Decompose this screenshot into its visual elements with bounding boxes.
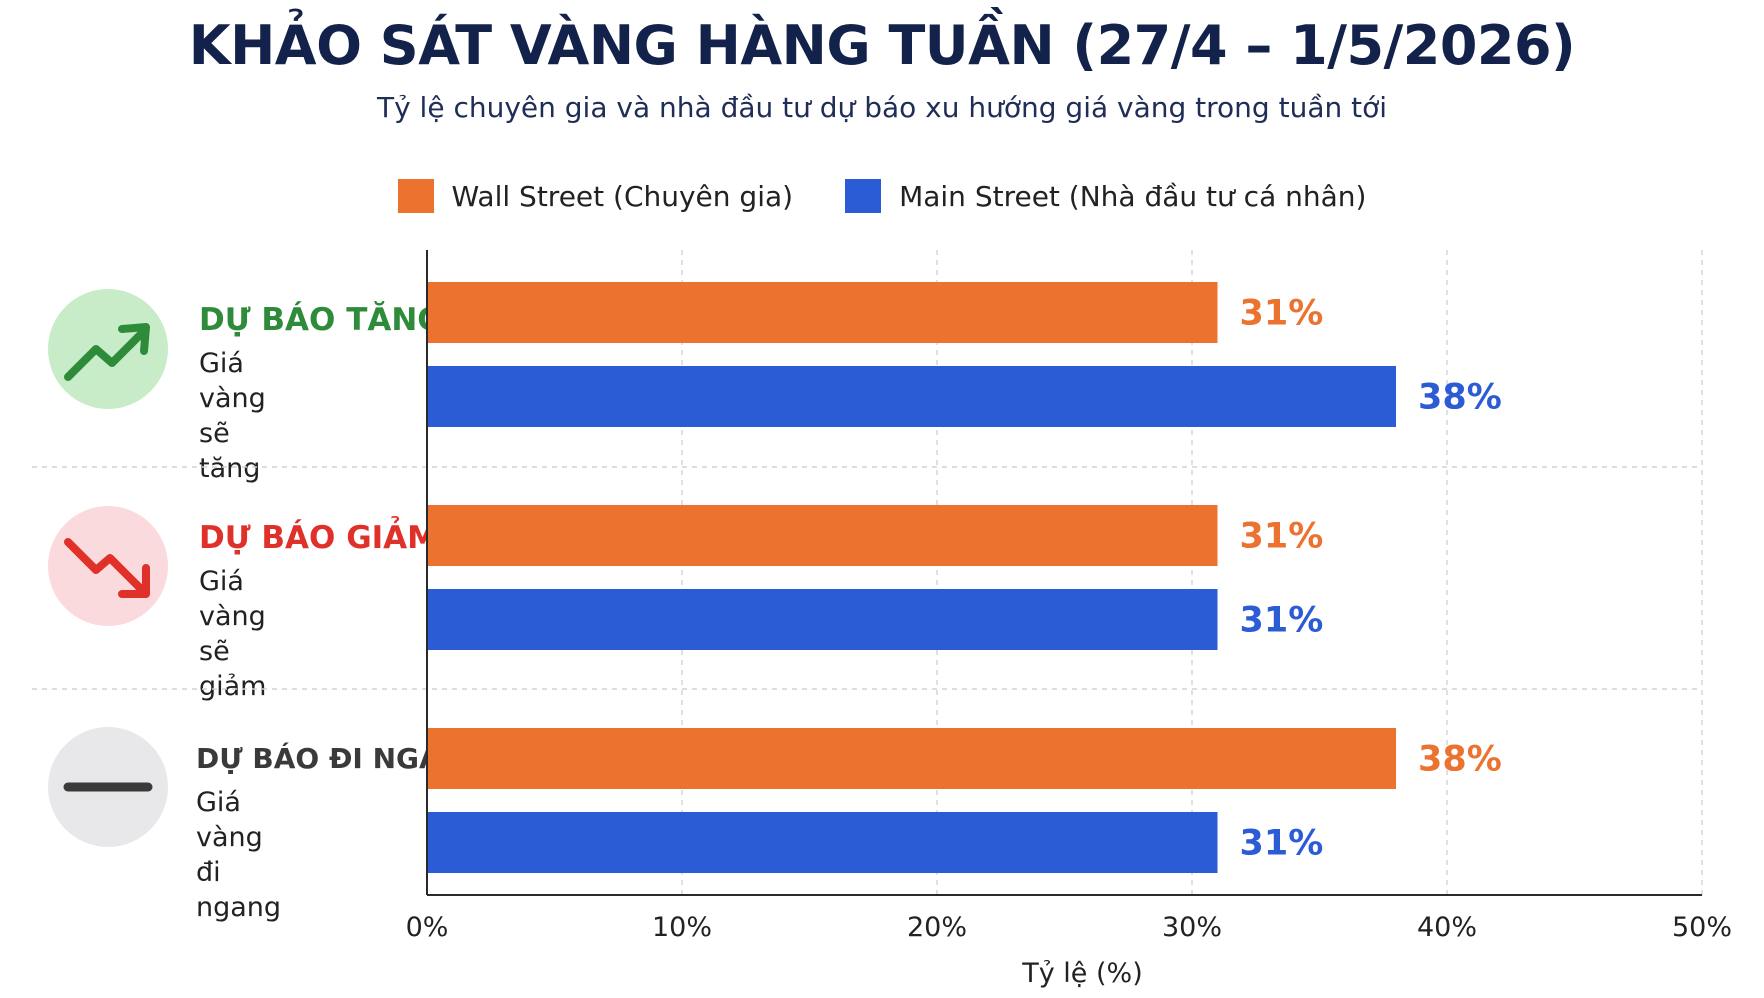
data-label-main-street-0: 38% (1418, 378, 1502, 418)
category-desc-down: Giá vàng sẽ giảm (199, 566, 267, 702)
category-title-up: DỰ BÁO TĂNG (199, 302, 443, 338)
legend-swatch-main-street (845, 179, 882, 213)
x-tick-label-30: 30% (1162, 912, 1222, 943)
legend-label-wall-street: Wall Street (Chuyên gia) (451, 179, 794, 213)
x-tick-label-20: 20% (907, 912, 967, 943)
bar-wall-street-1 (427, 505, 1218, 566)
category-title-down: DỰ BÁO GIẢM (199, 520, 439, 556)
trend-up-icon (48, 289, 168, 409)
chart-title: KHẢO SÁT VÀNG HÀNG TUẦN (27/4 – 1/5/2026… (188, 14, 1576, 77)
legend: Wall Street (Chuyên gia) Main Street (Nh… (0, 176, 1764, 216)
bar-main-street-2 (427, 812, 1218, 873)
x-tick-label-0: 0% (406, 912, 449, 943)
trend-down-icon (48, 506, 168, 626)
category-desc-flat: Giá vàng đi ngang (196, 787, 282, 923)
legend-item-wall-street: Wall Street (Chuyên gia) (397, 179, 794, 213)
chart-subtitle: Tỷ lệ chuyên gia và nhà đầu tư dự báo xu… (376, 91, 1388, 124)
legend-swatch-wall-street (397, 179, 434, 213)
legend-label-main-street: Main Street (Nhà đầu tư cá nhân) (899, 179, 1367, 213)
x-tick-label-40: 40% (1417, 912, 1477, 943)
data-label-wall-street-1: 31% (1240, 517, 1324, 557)
x-tick-label-10: 10% (652, 912, 712, 943)
bar-wall-street-2 (427, 728, 1396, 789)
x-tick-label-50: 50% (1672, 912, 1732, 943)
legend-item-main-street: Main Street (Nhà đầu tư cá nhân) (845, 179, 1366, 213)
bar-wall-street-0 (427, 282, 1218, 343)
bar-main-street-1 (427, 589, 1218, 650)
data-label-wall-street-2: 38% (1418, 740, 1502, 780)
data-label-main-street-2: 31% (1240, 824, 1324, 864)
data-label-main-street-1: 31% (1240, 601, 1324, 641)
bar-main-street-0 (427, 366, 1396, 427)
data-label-wall-street-0: 31% (1240, 294, 1324, 334)
x-axis-label: Tỷ lệ (%) (1021, 958, 1142, 989)
flat-line-icon (48, 727, 168, 847)
category-desc-up: Giá vàng sẽ tăng (199, 348, 266, 484)
